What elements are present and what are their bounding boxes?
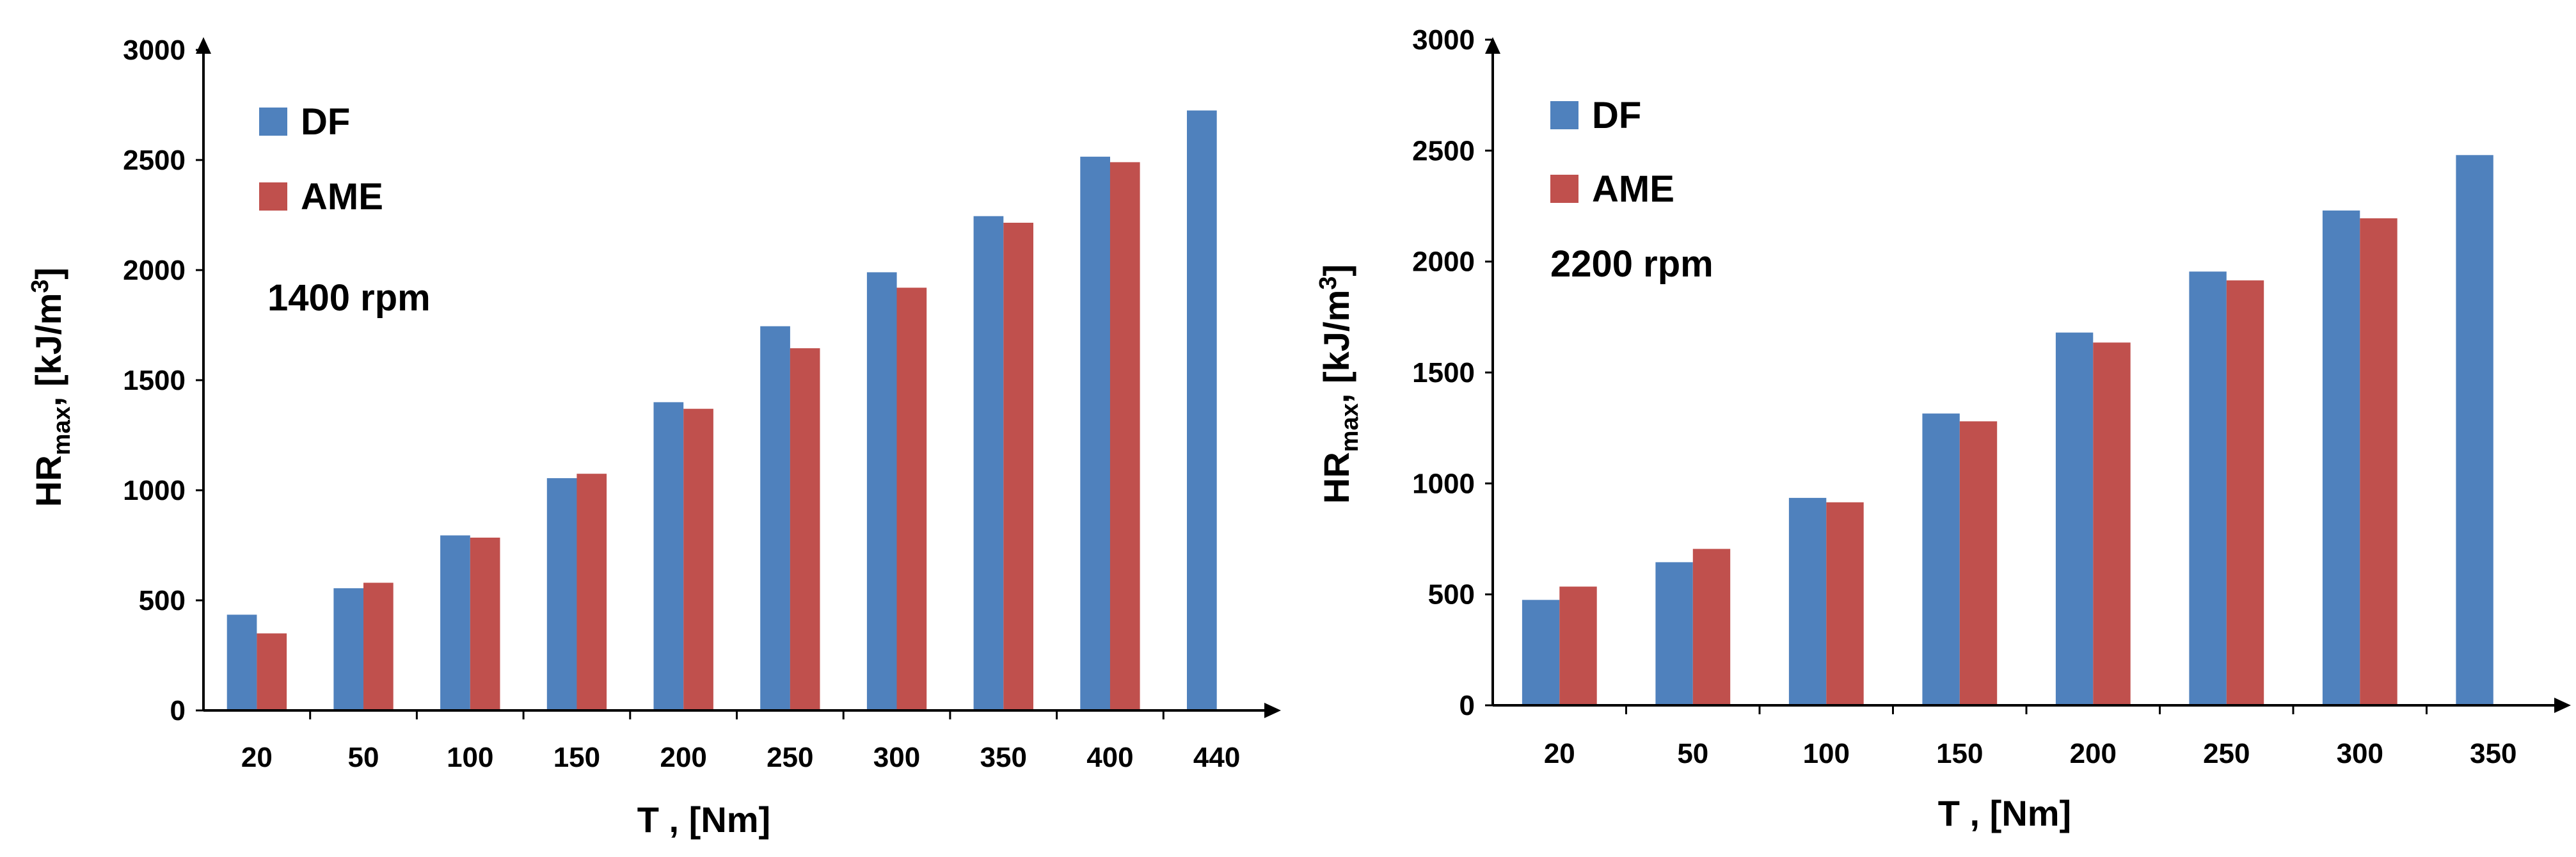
x-tick-label: 250 <box>767 742 813 773</box>
x-tick-label: 100 <box>447 742 493 773</box>
x-tick-labels: 20 50 100 150 200 250 300 350 <box>1544 738 2517 769</box>
bar-df-300 <box>2322 210 2360 705</box>
bar-ame-250 <box>790 348 820 710</box>
bar-ame-50 <box>363 582 394 710</box>
y-tick-label: 1000 <box>1412 468 1475 499</box>
bar-df-150 <box>1922 413 1960 705</box>
x-tick-label: 440 <box>1193 742 1240 773</box>
x-tick-label: 300 <box>2337 738 2383 769</box>
y-tick-label: 500 <box>139 585 186 616</box>
chart-annotation: 1400 rpm <box>267 277 431 319</box>
y-tick-label: 3000 <box>1412 24 1475 56</box>
legend-swatch-ame <box>1550 175 1578 203</box>
bar-df-150 <box>546 478 577 710</box>
x-tick-label: 350 <box>2470 738 2516 769</box>
chart-1400-rpm: 0 500 1000 1500 2000 2500 3000 20 50 100 150 200 25… <box>27 35 1281 840</box>
y-tick-label: 2000 <box>123 255 186 286</box>
y-tick-label: 1500 <box>123 365 186 396</box>
bar-df-250 <box>760 326 790 710</box>
x-tick-labels: 20 50 100 150 200 250 300 350 400 440 <box>241 742 1240 773</box>
y-tick-label: 0 <box>1459 690 1475 721</box>
x-tick-label: 50 <box>348 742 379 773</box>
bar-ame-150 <box>1959 421 1998 705</box>
x-tick-label: 50 <box>1677 738 1708 769</box>
y-tick-label: 1000 <box>123 475 186 506</box>
x-tick-label: 20 <box>1544 738 1575 769</box>
bar-df-50 <box>1655 562 1693 705</box>
y-tick-label: 2500 <box>1412 135 1475 166</box>
bar-ame-200 <box>683 408 713 710</box>
y-tick-label: 3000 <box>123 35 186 66</box>
bars-group <box>1522 155 2493 706</box>
bar-ame-20 <box>257 633 287 710</box>
x-tick-label: 20 <box>241 742 273 773</box>
bar-ame-200 <box>2093 342 2131 705</box>
bar-ame-100 <box>470 538 500 710</box>
x-tick-label: 200 <box>2070 738 2117 769</box>
bar-df-350 <box>973 216 1004 710</box>
bar-df-200 <box>2055 332 2094 705</box>
x-tick-label: 400 <box>1086 742 1133 773</box>
x-axis-label: T , [Nm] <box>637 799 770 840</box>
legend-label-ame: AME <box>301 176 383 218</box>
bar-ame-400 <box>1109 162 1140 710</box>
bars-group <box>227 110 1217 711</box>
x-tick-label: 150 <box>553 742 600 773</box>
x-axis-arrow <box>1264 703 1281 718</box>
x-tick-label: 300 <box>873 742 920 773</box>
legend-label-ame: AME <box>1592 168 1674 210</box>
bar-df-100 <box>440 535 470 710</box>
bar-df-50 <box>333 588 364 710</box>
y-tick-label: 1500 <box>1412 357 1475 388</box>
x-axis-label: T , [Nm] <box>1938 793 2071 833</box>
y-axis-label: HRmax, [kJ/m3] <box>1315 264 1364 504</box>
x-tick-label: 250 <box>2203 738 2250 769</box>
bar-ame-150 <box>576 474 607 710</box>
x-tick-label: 100 <box>1803 738 1850 769</box>
y-ticks: 0 500 1000 1500 2000 2500 3000 <box>123 35 1165 726</box>
bar-ame-300 <box>896 287 927 710</box>
bar-df-250 <box>2189 271 2227 705</box>
bar-ame-50 <box>1692 549 1731 705</box>
bar-ame-250 <box>2226 280 2264 706</box>
y-axis-arrow <box>1485 37 1500 54</box>
bar-df-100 <box>1788 497 1827 705</box>
x-axis-arrow <box>2554 698 2571 713</box>
y-tick-label: 2000 <box>1412 246 1475 278</box>
y-ticks: 0 500 1000 1500 2000 2500 3000 <box>1412 24 2428 721</box>
bar-df-20 <box>227 614 257 710</box>
legend-swatch-df <box>259 108 287 136</box>
x-tick-label: 350 <box>980 742 1027 773</box>
y-axis-arrow <box>196 37 211 54</box>
legend-label-df: DF <box>301 101 350 143</box>
y-tick-label: 500 <box>1428 579 1475 611</box>
legend-swatch-ame <box>259 182 287 211</box>
bar-df-200 <box>653 402 684 710</box>
bar-df-20 <box>1522 600 1560 705</box>
y-axis-label: HRmax, [kJ/m3] <box>27 268 76 507</box>
bar-ame-300 <box>2360 218 2397 706</box>
x-tick-label: 200 <box>660 742 706 773</box>
y-tick-label: 0 <box>170 695 186 726</box>
legend: DF AME <box>1550 95 1674 210</box>
bar-ame-20 <box>1559 586 1597 705</box>
chart-2200-rpm: 0 500 1000 1500 2000 2500 3000 20 50 100 150 200 25… <box>1315 24 2571 833</box>
bar-df-350 <box>2456 155 2493 706</box>
y-tick-label: 2500 <box>123 145 186 176</box>
bar-df-300 <box>866 272 897 710</box>
legend: DF AME <box>259 101 383 218</box>
bar-df-440 <box>1187 110 1217 711</box>
bar-ame-350 <box>1003 223 1033 710</box>
chart-annotation: 2200 rpm <box>1550 243 1713 285</box>
bar-df-400 <box>1080 156 1110 711</box>
x-tick-label: 150 <box>1936 738 1983 769</box>
legend-label-df: DF <box>1592 95 1641 136</box>
legend-swatch-df <box>1550 101 1578 129</box>
bar-ame-100 <box>1826 502 1864 705</box>
